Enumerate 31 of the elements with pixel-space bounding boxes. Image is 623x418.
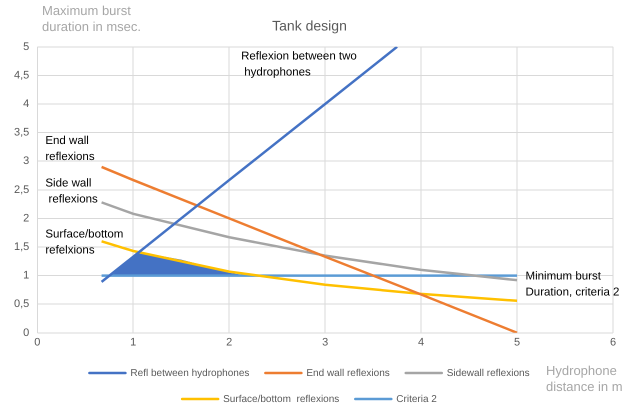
legend-label: End wall reflexions — [306, 368, 390, 379]
y-tick-label: 2 — [23, 212, 30, 224]
y-tick-label: 0,5 — [14, 298, 30, 310]
x-tick-label: 3 — [322, 336, 328, 348]
annotation: End wall reflexions — [45, 134, 95, 163]
chart-title: Tank design — [272, 17, 347, 34]
x-tick-label: 4 — [418, 336, 424, 348]
x-tick-label: 1 — [130, 336, 136, 348]
legend-label: Sidewall reflexions — [446, 368, 530, 379]
annotation: Surface/bottom refelxions — [45, 228, 124, 256]
annotation: Minimum burst Duration, criteria 2 — [525, 270, 620, 299]
x-tick-label: 0 — [34, 336, 40, 348]
x-tick-label: 5 — [514, 336, 520, 348]
legend-label: Refl between hydrophones — [130, 368, 250, 379]
y-tick-label: 1 — [23, 270, 30, 282]
x-tick-label: 2 — [226, 336, 232, 348]
y-tick-label: 4 — [23, 98, 30, 110]
annotation: Side wall reflexions — [45, 178, 98, 206]
y-tick-label: 5 — [23, 40, 30, 53]
y-tick-label: 3,5 — [14, 126, 30, 139]
legend-label: Criteria 2 — [396, 394, 438, 405]
y-tick-label: 2,5 — [14, 184, 30, 196]
annotation: Reflexion between two hydrophones — [241, 50, 357, 78]
y-axis-title: Maximum burst duration in msec. — [42, 3, 142, 35]
y-tick-label: 4,5 — [14, 69, 30, 82]
x-tick-label: 6 — [610, 336, 616, 348]
legend-label: Surface/bottom reflexions — [223, 394, 340, 405]
y-tick-label: 0 — [23, 326, 30, 339]
x-axis-title: Hydrophone distance in m — [546, 363, 623, 395]
y-tick-label: 1,5 — [14, 241, 30, 254]
y-tick-label: 3 — [23, 155, 30, 168]
